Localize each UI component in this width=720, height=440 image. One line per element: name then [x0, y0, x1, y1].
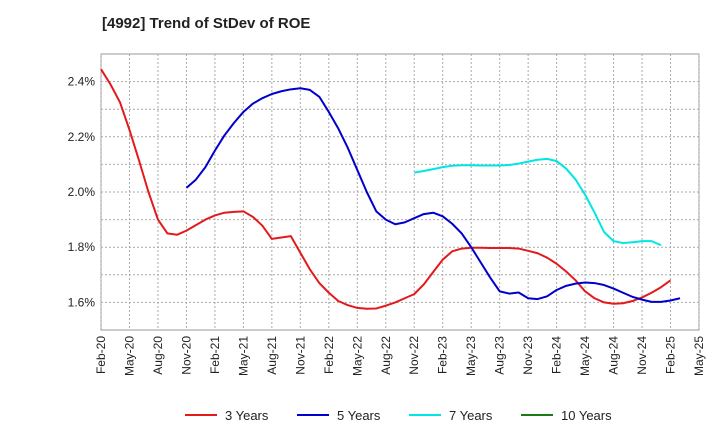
legend-label-3-years: 3 Years — [225, 408, 269, 423]
series-line-7-years — [414, 157, 662, 247]
legend-label-7-years: 7 Years — [449, 408, 493, 423]
y-axis-ticks: 1.6% 1.8% 2.0% 2.2% 2.4% — [68, 75, 96, 310]
y-tick-label: 1.6% — [68, 295, 96, 309]
x-tick-label: May-25 — [692, 336, 706, 376]
x-tick-label: Aug-23 — [493, 336, 507, 375]
series-line-5-years — [185, 87, 681, 303]
x-tick-label: Aug-21 — [265, 336, 279, 375]
y-tick-label: 1.8% — [68, 240, 96, 254]
x-tick-label: May-24 — [578, 336, 592, 376]
x-tick-label: Feb-21 — [208, 336, 222, 374]
x-tick-label: May-20 — [122, 336, 136, 376]
series-line-3-years — [100, 68, 672, 310]
x-tick-label: Feb-23 — [436, 336, 450, 374]
legend-label-5-years: 5 Years — [337, 408, 381, 423]
x-tick-label: May-22 — [350, 336, 364, 376]
x-tick-label: Feb-20 — [94, 336, 108, 374]
y-tick-label: 2.4% — [68, 75, 96, 89]
x-axis-ticks: Feb-20 May-20 Aug-20 Nov-20 Feb-21 May-21 Aug-… — [94, 336, 706, 376]
x-tick-label: Aug-20 — [151, 336, 165, 375]
x-tick-label: Nov-22 — [407, 336, 421, 375]
legend-label-10-years: 10 Years — [561, 408, 612, 423]
grid-lines — [100, 54, 700, 330]
chart-title: [4992] Trend of StDev of ROE — [102, 15, 311, 32]
x-tick-label: Feb-22 — [322, 336, 336, 374]
x-tick-label: Nov-20 — [179, 336, 193, 375]
x-tick-label: Feb-25 — [664, 336, 678, 374]
x-tick-label: Nov-23 — [521, 336, 535, 375]
x-tick-label: May-23 — [464, 336, 478, 376]
x-tick-label: Nov-21 — [293, 336, 307, 375]
x-tick-label: May-21 — [236, 336, 250, 376]
legend: 3 Years 5 Years 7 Years 10 Years — [185, 408, 612, 423]
x-tick-label: Aug-22 — [379, 336, 393, 375]
x-tick-label: Nov-24 — [635, 336, 649, 375]
y-tick-label: 2.2% — [68, 130, 96, 144]
x-tick-label: Aug-24 — [607, 336, 621, 375]
y-tick-label: 2.0% — [68, 185, 96, 199]
series-lines — [100, 68, 681, 310]
x-tick-label: Feb-24 — [550, 336, 564, 374]
